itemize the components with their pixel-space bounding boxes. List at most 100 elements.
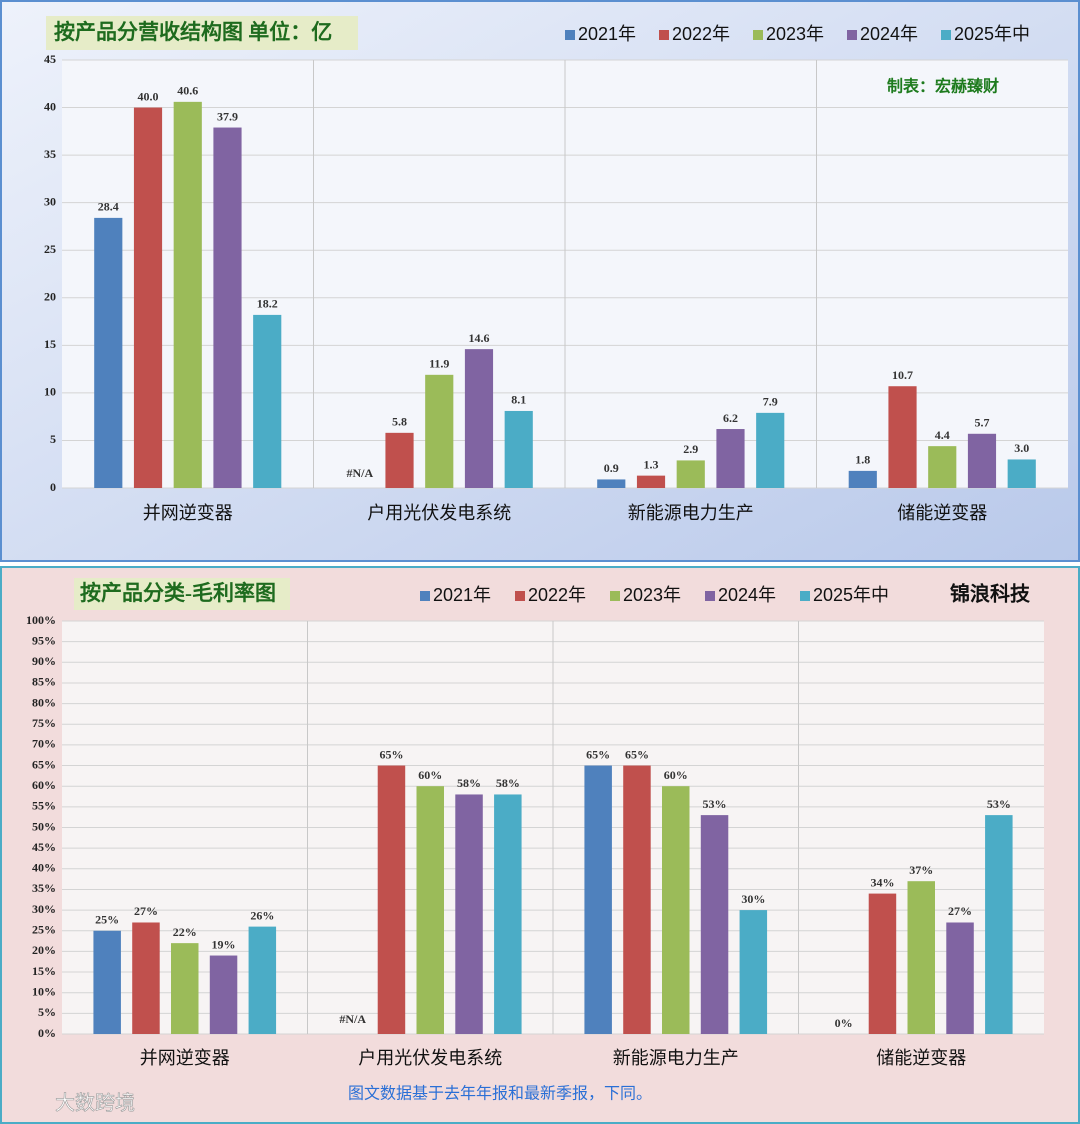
x-tick-label: 户用光伏发电系统: [358, 1048, 502, 1068]
value-label: 34%: [870, 875, 894, 889]
value-label: 65%: [379, 747, 403, 761]
title-box: [46, 16, 358, 50]
bar: [985, 815, 1013, 1034]
value-label: 6.2: [723, 411, 738, 425]
bar: [416, 786, 444, 1034]
title-box: [74, 578, 290, 610]
legend-swatch: [800, 591, 810, 601]
value-label: 1.8: [855, 453, 870, 467]
bar: [662, 786, 690, 1034]
value-label: 19%: [212, 937, 236, 951]
bar: [676, 460, 705, 488]
bar: [425, 374, 454, 488]
y-tick-label: 35: [44, 147, 56, 161]
legend-label: 2021年: [578, 24, 636, 44]
annotation: 制表：宏赫臻财: [887, 77, 999, 96]
bar: [133, 107, 163, 489]
legend-label: 2025年中: [813, 585, 889, 605]
value-label: 2.9: [683, 442, 698, 456]
bar: [248, 926, 277, 1034]
y-tick-label: 85%: [32, 675, 56, 689]
y-tick-label: 45%: [32, 840, 56, 854]
value-label: 53%: [703, 797, 727, 811]
legend-label: 2022年: [528, 585, 586, 605]
legend-swatch: [659, 30, 669, 40]
legend-label: 2024年: [718, 585, 776, 605]
legend-swatch: [610, 591, 620, 601]
y-tick-label: 55%: [32, 799, 56, 813]
bar: [1007, 459, 1036, 488]
bar: [173, 101, 202, 489]
x-tick-label: 并网逆变器: [140, 1048, 230, 1068]
bar: [93, 930, 121, 1034]
value-label: 58%: [457, 776, 481, 790]
bar: [171, 943, 199, 1034]
legend-label: 2022年: [672, 24, 730, 44]
annotation: 锦浪科技: [950, 582, 1031, 606]
value-label: 40.0: [138, 89, 159, 103]
bar: [504, 410, 533, 488]
value-label: 26%: [250, 908, 274, 922]
value-label: 60%: [418, 768, 442, 782]
y-tick-label: 10: [44, 385, 56, 399]
y-tick-label: 0%: [38, 1026, 56, 1040]
value-label: 22%: [173, 925, 197, 939]
y-tick-label: 25: [44, 242, 56, 256]
y-tick-label: 45: [44, 52, 56, 66]
y-tick-label: 5%: [38, 1005, 56, 1019]
x-tick-label: 新能源电力生产: [613, 1048, 739, 1068]
value-label: 18.2: [257, 297, 278, 311]
legend-swatch: [753, 30, 763, 40]
bar: [946, 922, 974, 1034]
bar: [494, 794, 522, 1034]
bar: [848, 470, 877, 488]
y-tick-label: 30%: [32, 902, 56, 916]
y-tick-label: 70%: [32, 737, 56, 751]
legend-label: 2023年: [623, 585, 681, 605]
value-label: 65%: [586, 747, 610, 761]
y-tick-label: 0: [50, 480, 56, 494]
y-tick-label: 40%: [32, 861, 56, 875]
value-label: 27%: [948, 904, 972, 918]
bar: [464, 349, 494, 488]
y-tick-label: 95%: [32, 633, 56, 647]
value-label: 5.8: [392, 415, 407, 429]
x-tick-label: 并网逆变器: [143, 503, 233, 523]
legend-label: 2025年中: [954, 24, 1030, 44]
value-label: 25%: [95, 913, 119, 927]
legend-label: 2021年: [433, 585, 491, 605]
bar: [94, 217, 123, 488]
value-label: 37.9: [217, 109, 238, 123]
bar: [253, 314, 282, 488]
y-tick-label: 35%: [32, 881, 56, 895]
x-tick-label: 储能逆变器: [876, 1048, 966, 1068]
x-tick-label: 新能源电力生产: [628, 503, 754, 523]
value-label: 58%: [496, 776, 520, 790]
bar: [907, 881, 935, 1034]
y-tick-label: 10%: [32, 984, 56, 998]
bar: [636, 475, 666, 488]
x-tick-label: 储能逆变器: [897, 503, 987, 523]
y-tick-label: 90%: [32, 654, 56, 668]
chart-title: 按产品分营收结构图 单位：亿: [54, 20, 332, 44]
bar: [739, 910, 768, 1034]
value-label: #N/A: [346, 466, 373, 480]
bar: [888, 386, 917, 488]
y-tick-label: 30: [44, 194, 56, 208]
bar: [455, 794, 483, 1034]
y-tick-label: 60%: [32, 778, 56, 792]
y-tick-label: 20: [44, 290, 56, 304]
y-tick-label: 15: [44, 337, 56, 351]
value-label: 60%: [664, 768, 688, 782]
y-tick-label: 80%: [32, 695, 56, 709]
value-label: 0.9: [604, 461, 619, 475]
value-label: 7.9: [763, 395, 778, 409]
bar: [584, 765, 612, 1034]
legend-label: 2024年: [860, 24, 918, 44]
bar: [716, 429, 745, 488]
legend-swatch: [565, 30, 575, 40]
y-tick-label: 5: [50, 432, 56, 446]
y-tick-label: 65%: [32, 757, 56, 771]
watermark: 大数跨境: [55, 1091, 135, 1115]
